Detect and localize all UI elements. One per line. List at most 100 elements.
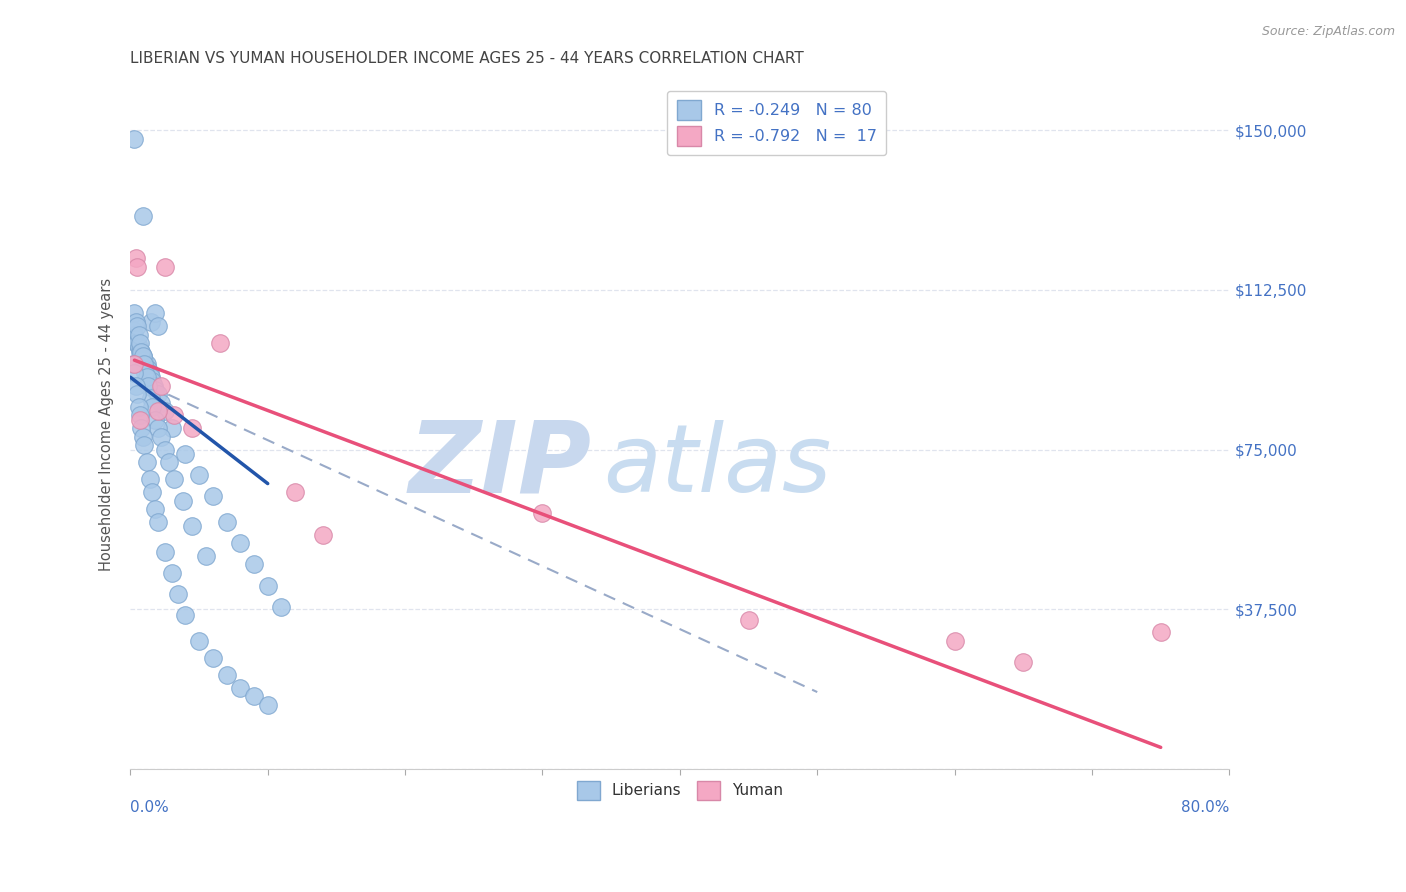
Point bbox=[127, 319, 149, 334]
Text: 80.0%: 80.0% bbox=[1181, 799, 1229, 814]
Point bbox=[146, 515, 169, 529]
Point bbox=[174, 447, 197, 461]
Point bbox=[188, 468, 211, 483]
Point bbox=[132, 358, 155, 372]
Point bbox=[125, 336, 148, 351]
Point bbox=[146, 319, 169, 334]
Point bbox=[270, 599, 292, 614]
Point bbox=[131, 344, 153, 359]
Point bbox=[122, 323, 145, 337]
Point bbox=[142, 378, 165, 392]
Point bbox=[136, 361, 159, 376]
Text: 0.0%: 0.0% bbox=[131, 799, 169, 814]
Point bbox=[146, 421, 169, 435]
Point bbox=[132, 438, 155, 452]
Point bbox=[229, 681, 252, 695]
Point bbox=[135, 455, 157, 469]
Point bbox=[138, 366, 160, 380]
Point bbox=[146, 387, 169, 401]
Point bbox=[135, 358, 157, 372]
Y-axis label: Householder Income Ages 25 - 44 years: Householder Income Ages 25 - 44 years bbox=[100, 277, 114, 571]
Point bbox=[149, 430, 172, 444]
Point bbox=[256, 698, 278, 712]
Point bbox=[163, 472, 186, 486]
Point bbox=[131, 421, 153, 435]
Point bbox=[124, 132, 146, 146]
Point bbox=[157, 455, 180, 469]
Point bbox=[311, 527, 333, 541]
Point bbox=[134, 358, 156, 372]
Point bbox=[131, 349, 153, 363]
Point bbox=[125, 378, 148, 392]
Text: Source: ZipAtlas.com: Source: ZipAtlas.com bbox=[1261, 25, 1395, 38]
Point bbox=[141, 400, 163, 414]
Point bbox=[149, 395, 172, 409]
Point bbox=[127, 387, 149, 401]
Point bbox=[174, 608, 197, 623]
Point bbox=[149, 378, 172, 392]
Point bbox=[143, 413, 166, 427]
Point bbox=[128, 400, 150, 414]
Point bbox=[124, 306, 146, 320]
Point bbox=[129, 336, 152, 351]
Point bbox=[124, 327, 146, 342]
Point bbox=[181, 519, 204, 533]
Point bbox=[737, 613, 759, 627]
Text: ZIP: ZIP bbox=[409, 417, 592, 514]
Point bbox=[215, 668, 238, 682]
Point bbox=[136, 378, 159, 392]
Point bbox=[141, 375, 163, 389]
Point bbox=[146, 404, 169, 418]
Point bbox=[139, 315, 162, 329]
Point bbox=[243, 558, 266, 572]
Point bbox=[124, 358, 146, 372]
Point bbox=[208, 336, 231, 351]
Point bbox=[131, 209, 153, 223]
Point bbox=[172, 493, 194, 508]
Point bbox=[129, 413, 152, 427]
Point bbox=[163, 409, 186, 423]
Point bbox=[127, 336, 149, 351]
Point bbox=[153, 544, 176, 558]
Point bbox=[138, 472, 160, 486]
Point bbox=[124, 366, 146, 380]
Point bbox=[132, 353, 155, 368]
Point bbox=[139, 392, 162, 406]
Point bbox=[135, 370, 157, 384]
Point bbox=[153, 260, 176, 274]
Point bbox=[125, 315, 148, 329]
Point bbox=[160, 566, 183, 580]
Point bbox=[201, 489, 224, 503]
Point bbox=[188, 634, 211, 648]
Point bbox=[256, 579, 278, 593]
Point bbox=[139, 370, 162, 384]
Point bbox=[1012, 655, 1035, 669]
Text: atlas: atlas bbox=[603, 420, 831, 511]
Point bbox=[160, 421, 183, 435]
Point bbox=[131, 430, 153, 444]
Point bbox=[194, 549, 217, 563]
Point bbox=[284, 485, 307, 500]
Point bbox=[143, 383, 166, 397]
Point bbox=[201, 651, 224, 665]
Point bbox=[167, 587, 190, 601]
Point bbox=[127, 260, 149, 274]
Point bbox=[125, 251, 148, 265]
Point bbox=[128, 340, 150, 354]
Point bbox=[153, 442, 176, 457]
Point bbox=[141, 485, 163, 500]
Legend: Liberians, Yuman: Liberians, Yuman bbox=[571, 775, 789, 805]
Point bbox=[131, 349, 153, 363]
Point bbox=[134, 366, 156, 380]
Point bbox=[943, 634, 966, 648]
Point bbox=[153, 404, 176, 418]
Point bbox=[243, 690, 266, 704]
Point bbox=[229, 536, 252, 550]
Point bbox=[129, 409, 152, 423]
Point bbox=[215, 515, 238, 529]
Point bbox=[181, 421, 204, 435]
Point bbox=[531, 507, 554, 521]
Point bbox=[122, 358, 145, 372]
Point bbox=[131, 344, 153, 359]
Point bbox=[1150, 625, 1173, 640]
